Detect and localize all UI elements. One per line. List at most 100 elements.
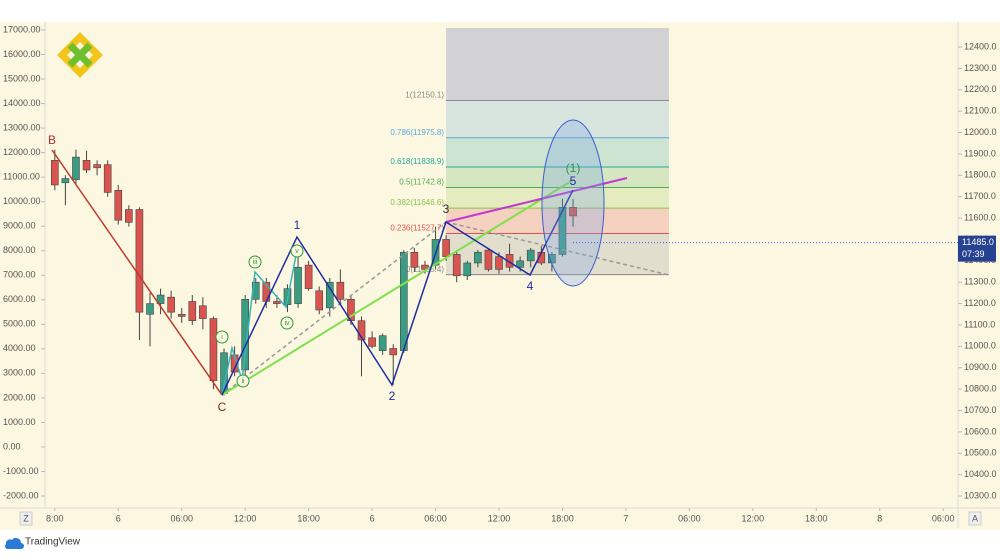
y-tick-label: 10400.0 xyxy=(964,469,997,479)
plot-background xyxy=(0,22,1000,530)
a-button-label[interactable]: A xyxy=(972,513,978,523)
candle-body xyxy=(410,251,419,268)
y-tick-label: 12100.0 xyxy=(964,106,997,116)
y2-tick-label: 3000.00 xyxy=(3,368,36,378)
minor-wave-line xyxy=(221,249,298,396)
candle xyxy=(103,160,112,197)
candle xyxy=(188,295,197,325)
candle-body xyxy=(463,262,472,277)
candle xyxy=(51,149,59,191)
y-tick-label: 12000.0 xyxy=(964,127,997,137)
wave-label: 2 xyxy=(389,389,396,403)
candle xyxy=(484,248,493,272)
y2-tick-label: 2000.00 xyxy=(3,392,36,402)
minor-wave-circle xyxy=(215,330,229,344)
y-tick-label: 11000.0 xyxy=(964,341,996,351)
a-button[interactable] xyxy=(968,511,982,526)
candle-body xyxy=(495,256,503,270)
y2-tick-label: 13000.00 xyxy=(3,122,41,132)
candle-body xyxy=(103,164,112,193)
x-tick-label: 06:00 xyxy=(170,513,193,523)
y2-tick-label: -1000.00 xyxy=(3,466,39,476)
candle-body xyxy=(51,160,59,186)
channel-line xyxy=(445,177,628,223)
x-tick-label: 12:00 xyxy=(488,513,511,523)
wave-labels: B C 1 2 3 4 5 (1) xyxy=(48,133,580,414)
last-price-label: 11485.0 xyxy=(962,237,994,247)
z-button[interactable] xyxy=(19,511,33,526)
candle-body xyxy=(400,251,408,351)
fib-label: 0.236(11527.7) xyxy=(390,224,444,233)
y2-tick-label: 14000.00 xyxy=(3,98,41,108)
candle-body xyxy=(442,239,450,257)
candle-body xyxy=(273,301,281,304)
minor-wave-label: ii xyxy=(241,378,245,385)
candle-body xyxy=(294,266,302,304)
countdown: 07:39 xyxy=(962,249,985,259)
brand-icon xyxy=(5,538,24,549)
fib-label: 0.786(11975.8) xyxy=(390,128,444,137)
candle-body xyxy=(357,320,366,341)
candle xyxy=(135,207,144,340)
dashed-line xyxy=(221,221,447,396)
wave-label: 5 xyxy=(570,174,577,188)
x-tick-label: 8 xyxy=(877,513,882,523)
candle xyxy=(368,331,376,349)
dashed-line xyxy=(445,221,670,276)
candle xyxy=(526,248,535,268)
candle xyxy=(93,160,101,176)
fib-zone xyxy=(446,28,669,101)
candle-body xyxy=(125,209,133,223)
candle xyxy=(389,344,398,385)
candle-body xyxy=(199,305,207,319)
wave-label: B xyxy=(48,133,56,147)
candle xyxy=(505,243,514,272)
wave-label: C xyxy=(218,400,227,414)
minor-wave-label: iv xyxy=(284,320,290,327)
candle xyxy=(209,316,218,390)
candle-body xyxy=(474,251,482,264)
x-tick-label: 18:00 xyxy=(805,513,828,523)
candle xyxy=(569,198,577,227)
candle-body xyxy=(82,160,91,171)
candle xyxy=(357,316,366,377)
y2-tick-label: 1000.00 xyxy=(3,417,36,427)
candle xyxy=(72,149,80,184)
fib-label: 1(12150.1) xyxy=(405,91,444,100)
candle-body xyxy=(209,318,218,381)
y2-tick-label: 6000.00 xyxy=(3,294,36,304)
candle-body xyxy=(368,337,376,347)
candle-body xyxy=(114,189,123,221)
y-tick-label: 11200.0 xyxy=(964,298,996,308)
y-tick-label: 12400.0 xyxy=(964,41,997,51)
minor-wave-label: v xyxy=(295,248,299,255)
candle xyxy=(558,198,567,257)
candle xyxy=(114,184,123,225)
fib-zone xyxy=(446,166,669,188)
y2-tick-label: 8000.00 xyxy=(3,245,36,255)
y-tick-label: 11100.0 xyxy=(964,319,995,329)
candle xyxy=(61,175,70,206)
candle xyxy=(315,286,324,315)
fib-zone xyxy=(446,233,669,275)
fib-zone xyxy=(446,187,669,209)
wave-label: 3 xyxy=(443,202,450,216)
y2-tick-label: 17000.00 xyxy=(3,24,41,34)
x-tick-label: 8:00 xyxy=(46,513,64,523)
x-tick-label: 18:00 xyxy=(297,513,320,523)
y-tick-label: 12300.0 xyxy=(964,63,997,73)
y2-tick-label: 4000.00 xyxy=(3,343,36,353)
minor-wave-label: iii xyxy=(253,259,258,266)
candle-body xyxy=(72,156,80,180)
candle xyxy=(177,307,186,323)
wave-line xyxy=(221,189,574,396)
candle-body xyxy=(452,254,461,277)
y2-tick-label: -2000.00 xyxy=(3,490,39,500)
candle xyxy=(304,260,313,291)
z-button-label[interactable]: Z xyxy=(23,513,29,523)
x-tick-label: 6 xyxy=(116,513,121,523)
candle xyxy=(378,333,387,355)
y2-tick-label: 15000.00 xyxy=(3,73,41,83)
candle-body xyxy=(167,296,175,313)
x-tick-label: 18:00 xyxy=(551,513,574,523)
